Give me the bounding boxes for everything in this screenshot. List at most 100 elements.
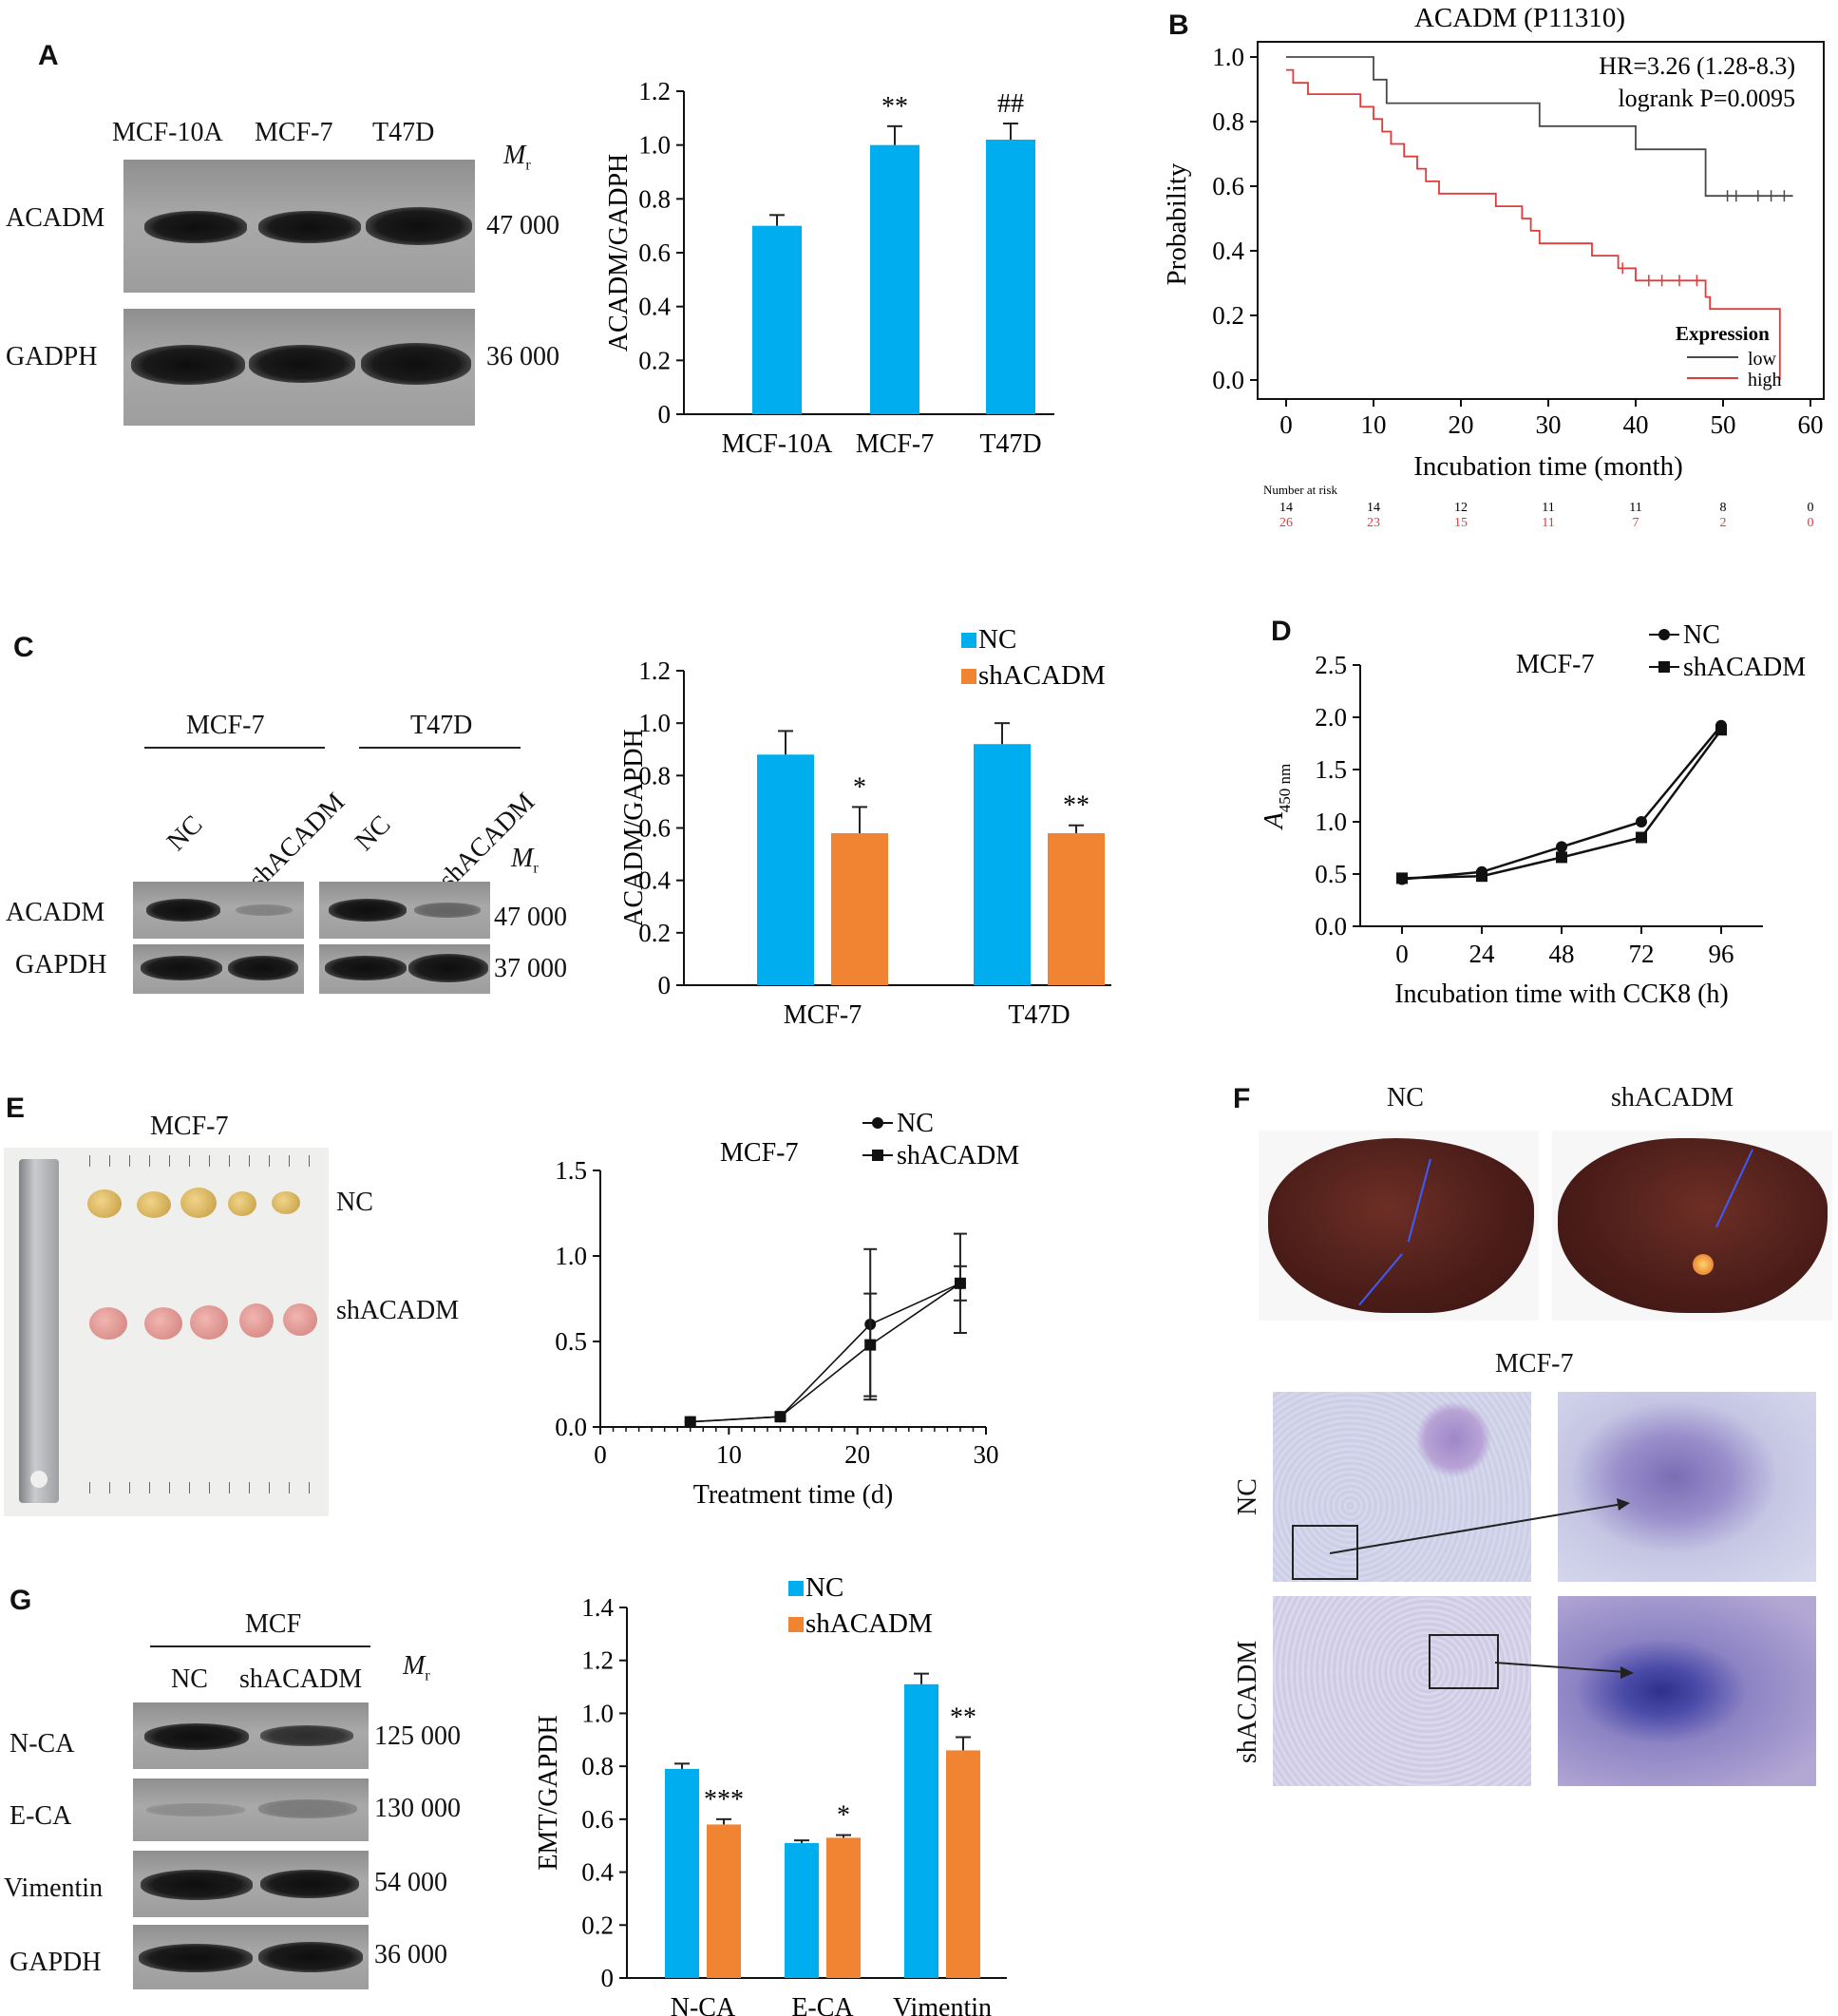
bar-shACADM [946,1750,980,1978]
y-axis-label: ACADM/GADPH [604,154,634,352]
x-tick-label: 72 [1629,940,1655,968]
survival-curve-low [1286,56,1793,198]
legend-swatch [961,669,976,684]
legend-swatch [961,633,976,648]
logrank-text: logrank P=0.0095 [1618,85,1795,112]
western-blot-t47d-acadm [319,882,490,939]
bar-shACADM [831,833,888,985]
y-tick-label: 0.6 [581,1805,614,1834]
western-blot-g-gapdh [133,1925,369,1989]
legend-label: NC [897,1109,934,1138]
x-tick-label: Vimentin [893,1993,992,2016]
survival-curve-high [1286,68,1781,380]
tumor-nc [272,1191,300,1214]
paper-ruler [89,1482,310,1493]
panel-letter-c: C [13,632,34,663]
risk-count-high: 26 [1279,516,1293,530]
legend-marker [1658,661,1670,673]
y-tick-label: 0.0 [1315,912,1347,941]
tumor-photo [4,1148,329,1516]
y-tick-label: 0.6 [1212,172,1244,200]
bar [986,140,1035,414]
x-tick-label: N-CA [671,1993,736,2016]
significance-mark: * [837,1801,850,1831]
y-tick-label: 1.5 [1315,755,1347,784]
zoom-box [1429,1634,1499,1689]
x-tick-label: 60 [1798,410,1824,439]
blot-row-label: ACADM [6,203,105,233]
x-tick-label: MCF-7 [856,429,934,459]
hazard-ratio-text: HR=3.26 (1.28-8.3) [1599,52,1795,80]
x-tick-label: 0 [1395,940,1409,968]
tumor-nc [180,1188,217,1218]
y-tick-label: 0 [658,971,672,999]
group-underline [359,747,521,749]
photo-title: MCF-7 [150,1112,229,1141]
liver-photo-shacadm [1552,1131,1832,1321]
y-tick-label: 1.4 [581,1593,614,1622]
x-tick-label: 0 [1279,410,1293,439]
histology-shacadm-high [1558,1596,1816,1786]
x-axis-label: Incubation time with CCK8 (h) [1394,979,1729,1009]
significance-mark: ** [950,1703,976,1733]
y-tick-label: 0.2 [581,1911,614,1939]
histology-section-title: MCF-7 [1495,1349,1574,1379]
legend-swatch [788,1581,804,1596]
y-tick-label: 0.2 [638,346,671,374]
x-tick-label: T47D [1008,1000,1070,1030]
risk-count-low: 14 [1279,501,1293,515]
y-tick-label: 0.4 [1212,237,1244,265]
y-axis-label-subscript: 450 nm [1276,764,1294,812]
x-tick-label: 30 [974,1440,999,1469]
x-tick-label: 50 [1711,410,1736,439]
blot-row-label: GADPH [6,342,98,371]
x-tick-label: 20 [844,1440,870,1469]
y-tick-label: 2.5 [1315,651,1347,679]
blot-mw-label: 36 000 [374,1940,447,1969]
bar-NC [665,1768,699,1978]
x-axis-label: Incubation time (month) [1413,451,1683,482]
y-tick-label: 1.0 [638,709,671,737]
y-tick-label: 0.4 [638,866,671,895]
risk-table-title: Number at risk [1263,483,1337,497]
blot-a-lane-label: MCF-10A [112,118,223,147]
blot-mw-label: 36 000 [486,342,559,371]
legend-label: low [1748,349,1777,370]
y-tick-label: 0 [658,400,672,428]
data-point-shACADM [954,1277,966,1289]
mr-label: Mr [403,1651,430,1684]
chart-title: ACADM (P11310) [1414,3,1625,33]
western-blot-vimentin [133,1851,369,1917]
risk-count-low: 8 [1720,501,1727,515]
y-tick-label: 1.0 [1315,808,1347,836]
significance-mark: *** [704,1785,744,1815]
significance-mark: * [853,772,866,802]
x-tick-label: 96 [1709,940,1734,968]
blot-row-label: ACADM [6,898,105,927]
panel-letter-g: G [9,1585,32,1616]
tumor-shacadm [144,1307,182,1340]
risk-count-low: 0 [1808,501,1814,515]
chart-title: MCF-7 [1516,650,1594,679]
blot-g-lane-label: shACADM [239,1664,363,1694]
y-tick-label: 1.2 [638,656,671,685]
y-tick-label: 1.2 [638,77,671,105]
significance-mark: ## [997,89,1024,119]
blot-g-group-label: MCF [245,1609,302,1639]
western-blot-n-ca [133,1702,369,1769]
legend-label: NC [1683,620,1720,650]
blot-row-label: GAPDH [9,1948,102,1977]
mr-label: Mr [503,141,531,174]
panel-letter-f: F [1233,1083,1251,1114]
liver-photo-nc [1259,1131,1539,1321]
bar-shACADM [826,1837,861,1978]
tumor-shacadm [283,1303,317,1336]
legend-label: shACADM [805,1608,933,1639]
risk-count-high: 23 [1367,516,1380,530]
x-tick-label: 24 [1469,940,1496,968]
y-tick-label: 0.6 [638,814,671,843]
blot-c-group-label: MCF-7 [186,711,265,740]
blot-mw-label: 37 000 [494,954,567,983]
data-point-NC [1636,816,1647,827]
